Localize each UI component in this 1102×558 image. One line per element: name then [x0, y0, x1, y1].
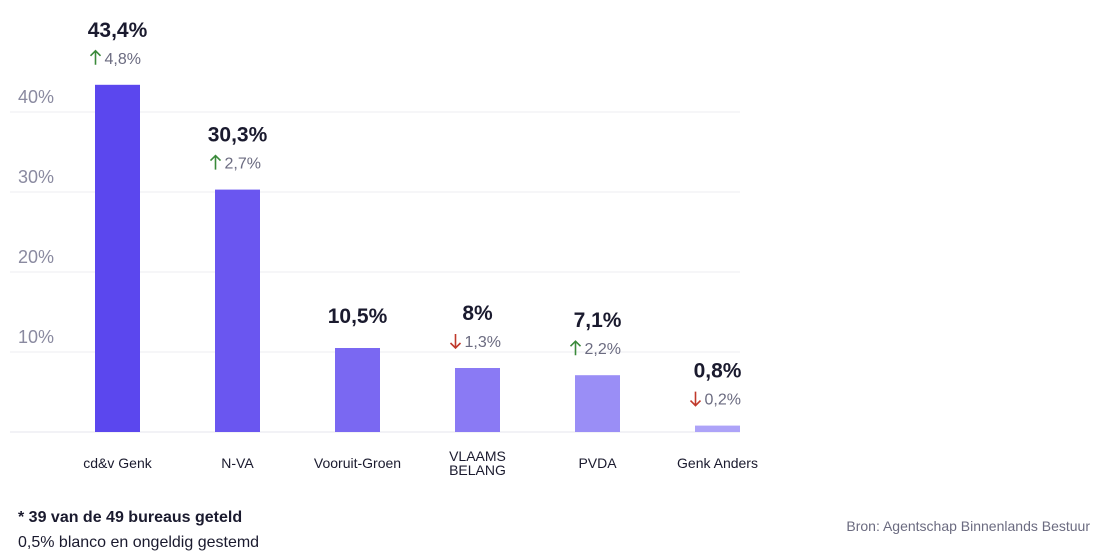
value-label: 30,3%	[208, 124, 268, 147]
change-indicator: 1,3%	[449, 334, 501, 351]
change-label: 1,3%	[465, 334, 501, 351]
y-tick-label: 30%	[18, 167, 54, 187]
value-label: 0,8%	[694, 360, 742, 383]
change-indicator: 4,8%	[89, 49, 141, 68]
change-label: 4,8%	[105, 51, 141, 68]
value-label: 43,4%	[88, 19, 148, 42]
change-label: 2,2%	[585, 341, 621, 358]
change-label: 2,7%	[225, 156, 261, 173]
change-label: 0,2%	[705, 392, 741, 409]
arrow-down-icon	[449, 334, 462, 350]
arrow-up-icon	[569, 340, 582, 356]
change-indicator: 2,7%	[209, 154, 261, 173]
category-label: Vooruit-Groen	[314, 455, 401, 471]
category-label: Genk Anders	[677, 455, 758, 471]
arrow-up-icon	[89, 49, 102, 65]
source-note: Bron: Agentschap Binnenlands Bestuur	[846, 518, 1090, 534]
footnote-blank-votes: 0,5% blanco en ongeldig gestemd	[18, 534, 260, 551]
y-tick-label: 20%	[18, 247, 54, 267]
bar-chart: 10% 20% 30% 40% 43,4% 4,8% cd&v Genk 30,3% 2,7% N…	[10, 19, 758, 478]
y-tick-label: 10%	[18, 327, 54, 347]
arrow-up-icon	[209, 154, 222, 170]
category-label: cd&v Genk	[83, 455, 152, 471]
bar	[455, 368, 500, 432]
bar	[215, 189, 260, 432]
value-label: 7,1%	[574, 309, 622, 332]
bar	[575, 375, 620, 432]
category-label: N-VA	[221, 455, 254, 471]
footnote: * 39 van de 49 bureaus geteld 0,5% blanc…	[18, 505, 259, 555]
category-label: PVDA	[578, 455, 617, 471]
change-indicator: 0,2%	[689, 391, 741, 409]
bar	[335, 348, 380, 432]
bar	[95, 84, 140, 433]
footnote-counted: * 39 van de 49 bureaus geteld	[18, 509, 243, 526]
category-label: VLAAMS BELANG	[449, 448, 506, 478]
arrow-down-icon	[689, 391, 702, 407]
value-label: 8%	[462, 302, 493, 325]
bar	[695, 425, 740, 432]
change-indicator: 2,2%	[569, 340, 621, 358]
value-label: 10,5%	[328, 305, 388, 328]
y-tick-label: 40%	[18, 87, 54, 107]
